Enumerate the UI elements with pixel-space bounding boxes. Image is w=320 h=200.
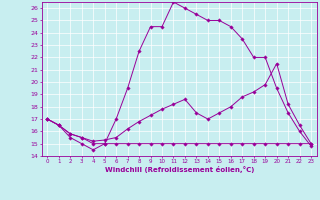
X-axis label: Windchill (Refroidissement éolien,°C): Windchill (Refroidissement éolien,°C) (105, 166, 254, 173)
